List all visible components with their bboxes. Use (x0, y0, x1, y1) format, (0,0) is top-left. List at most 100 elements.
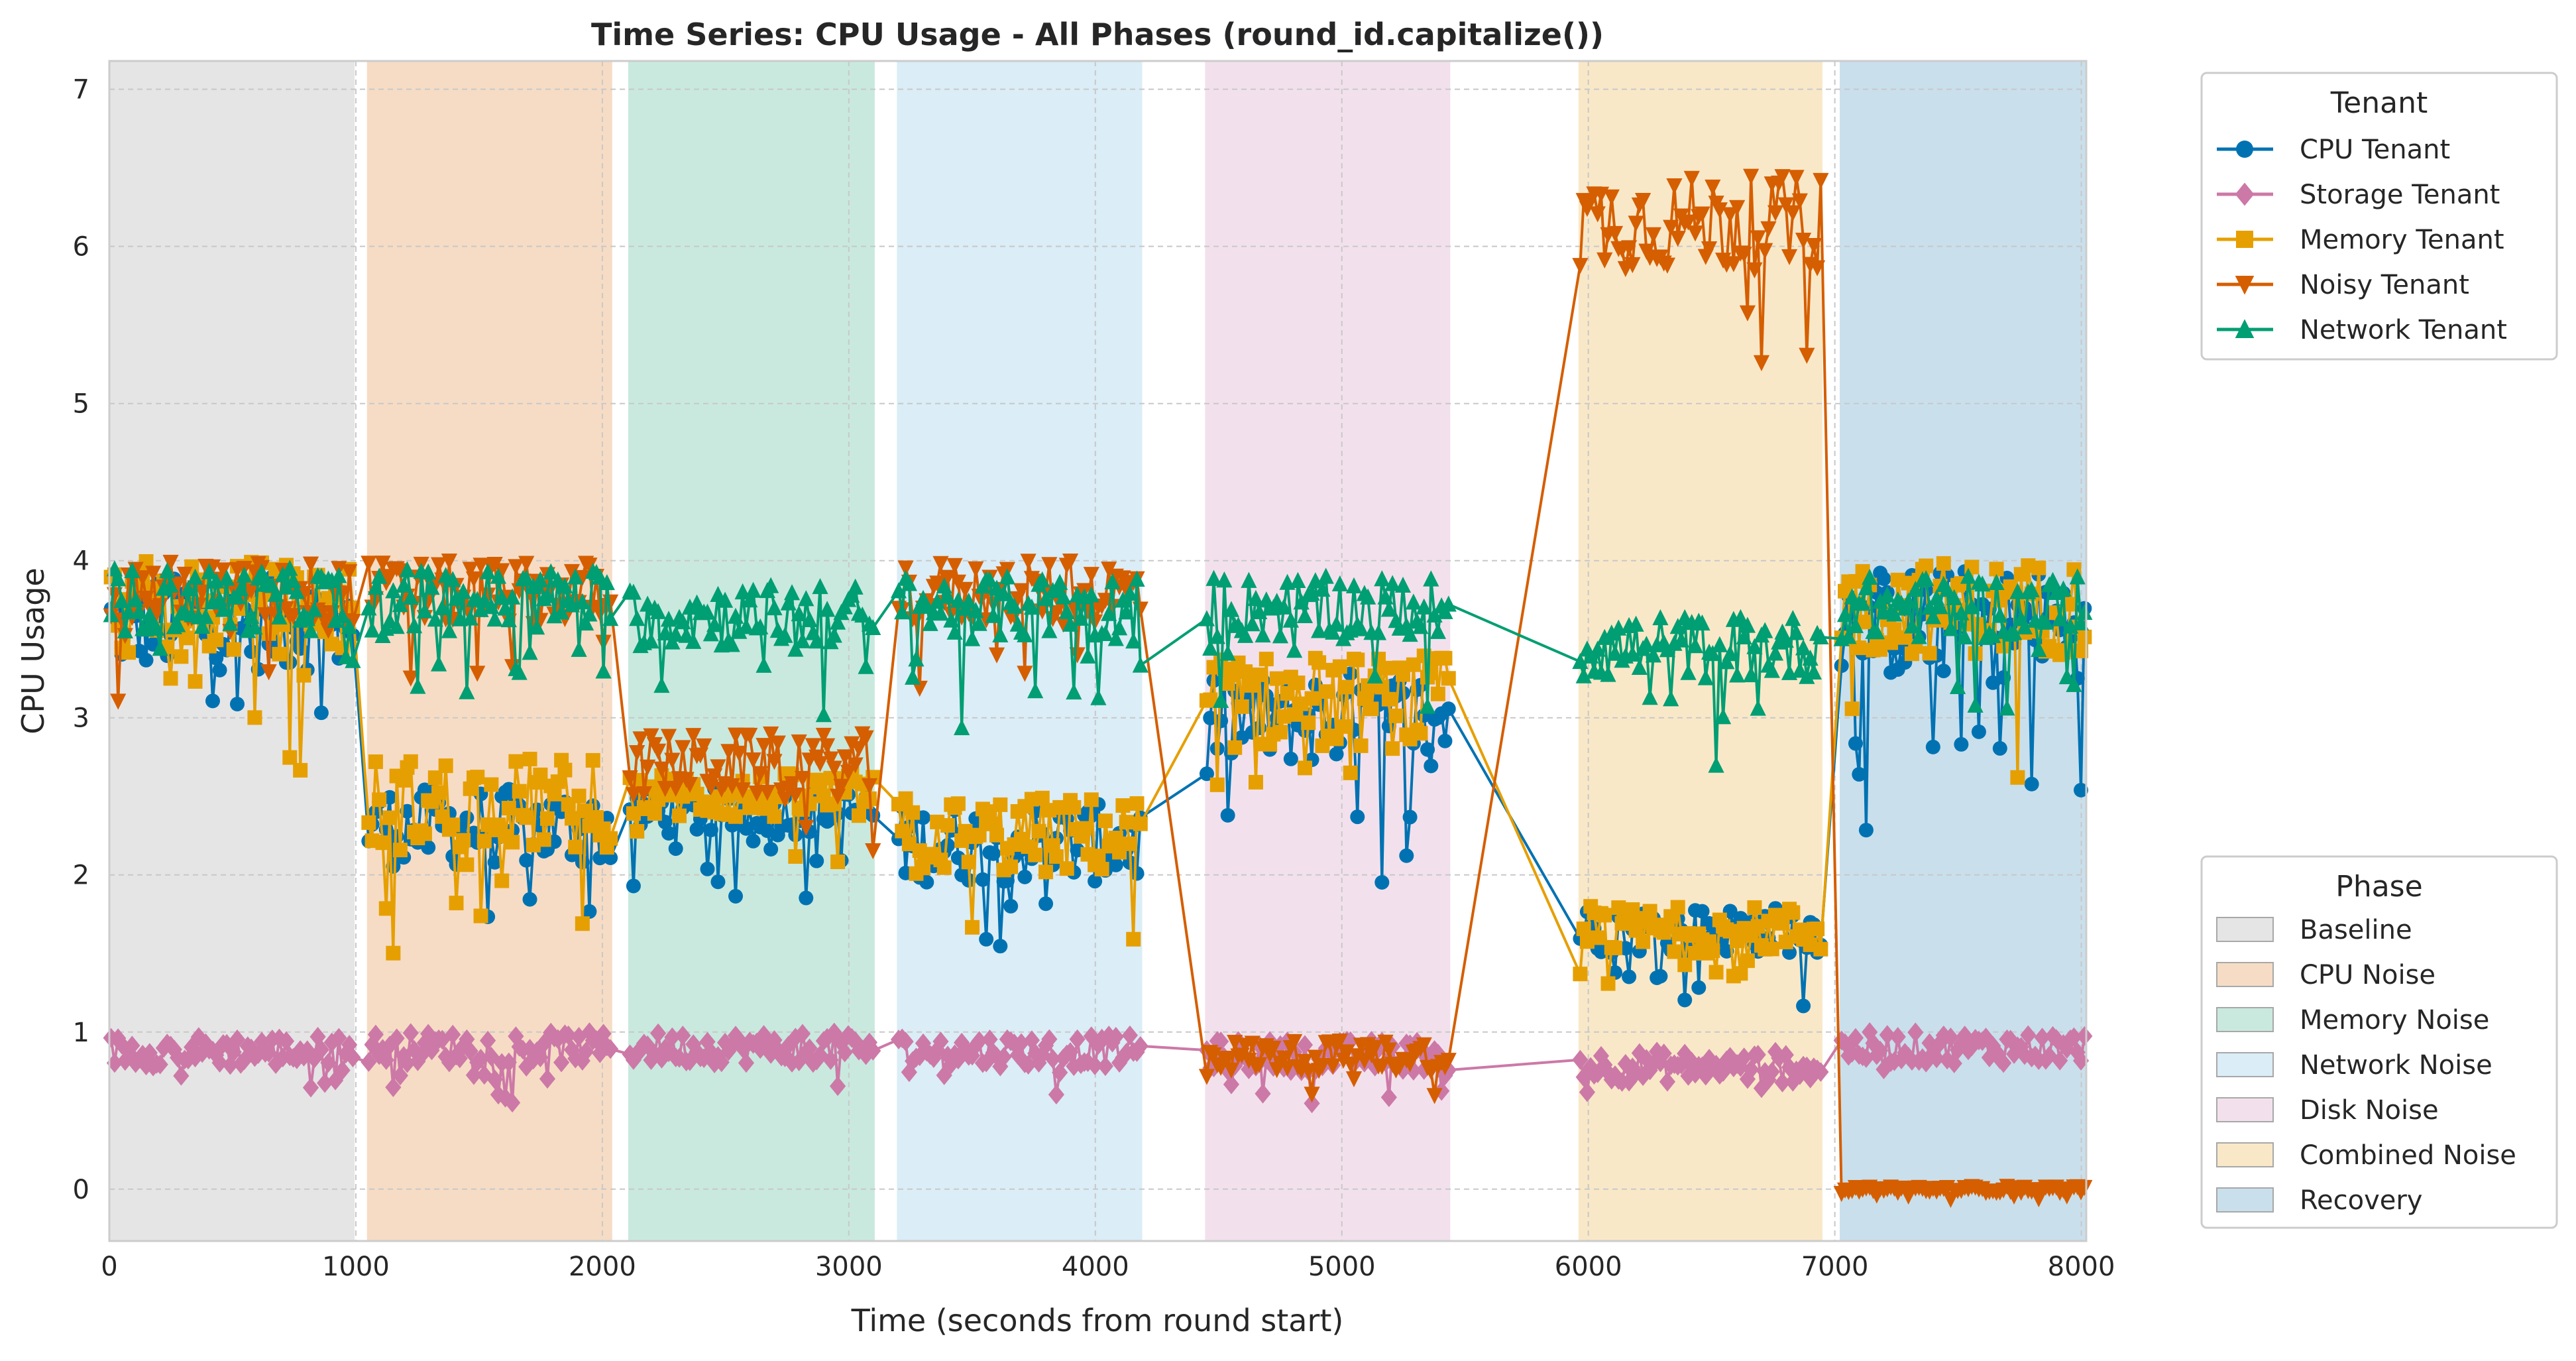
data-point (798, 819, 814, 836)
data-point (964, 630, 981, 646)
data-point (473, 908, 488, 923)
data-point (1708, 756, 1724, 773)
data-point (992, 1056, 1009, 1077)
data-point (1597, 908, 1612, 923)
data-point (1339, 680, 1355, 695)
data-point (187, 568, 203, 585)
data-point (1767, 205, 1784, 221)
data-point (1813, 628, 1829, 644)
data-point (1953, 1034, 1970, 1054)
data-point (1655, 1043, 1672, 1063)
data-point (1017, 666, 1033, 682)
data-point (302, 556, 319, 573)
data-point (1209, 777, 1225, 792)
data-point (512, 784, 527, 799)
data-point (585, 752, 600, 768)
data-point (1269, 671, 1284, 686)
data-point (1879, 1025, 1895, 1045)
data-point (278, 1031, 295, 1051)
data-point (746, 833, 761, 849)
data-point (1252, 667, 1267, 682)
data-point (331, 1028, 347, 1048)
data-point (1385, 741, 1400, 756)
data-point (299, 610, 315, 626)
y-tick-label: 6 (73, 232, 89, 263)
data-point (1374, 680, 1390, 695)
data-point (539, 1069, 556, 1089)
data-point (2072, 1051, 2090, 1071)
data-point (1072, 609, 1090, 626)
data-point (650, 1023, 667, 1043)
data-point (410, 678, 426, 694)
data-point (1590, 930, 1605, 945)
data-point (1942, 620, 1959, 636)
data-point (681, 776, 699, 794)
data-point (1645, 646, 1661, 663)
data-point (120, 603, 137, 620)
data-point (1879, 586, 1895, 603)
legend-marker (2235, 276, 2255, 295)
data-point (865, 1041, 881, 1061)
data-point (1788, 170, 1805, 186)
data-point (1041, 1029, 1058, 1049)
data-point (1705, 943, 1720, 959)
data-point (1031, 823, 1046, 839)
data-point (271, 608, 288, 624)
data-point (1989, 562, 2004, 577)
data-point (1199, 766, 1214, 782)
data-point (1954, 737, 1969, 752)
data-point (1603, 624, 1620, 641)
data-point (313, 1039, 329, 1060)
data-point (1911, 628, 1927, 644)
data-point (1903, 617, 1921, 634)
data-point (632, 731, 649, 748)
data-point (462, 1041, 478, 1061)
data-point (1370, 624, 1387, 640)
data-point (1301, 715, 1316, 731)
data-point (1635, 192, 1652, 209)
data-point (844, 736, 860, 752)
data-point (1701, 241, 1718, 258)
data-point (1038, 864, 1054, 880)
data-point (1653, 969, 1668, 984)
data-point (592, 605, 608, 622)
data-point (423, 579, 440, 595)
data-point (1836, 606, 1854, 622)
data-point (858, 658, 874, 674)
legend-marker (2236, 231, 2253, 248)
data-point (1279, 1060, 1296, 1077)
data-point (413, 1045, 429, 1066)
data-point (1296, 1053, 1314, 1070)
data-point (939, 587, 956, 604)
data-point (501, 801, 516, 816)
data-point (1795, 639, 1812, 656)
data-point (392, 1065, 409, 1086)
data-point (522, 1039, 538, 1059)
data-point (1353, 620, 1369, 636)
data-point (1223, 668, 1239, 683)
data-point (847, 757, 864, 774)
data-point (211, 1053, 228, 1073)
data-point (1922, 646, 1937, 661)
data-point (1747, 900, 1762, 916)
data-point (1223, 1074, 1240, 1095)
data-point (602, 610, 619, 626)
data-point (1216, 571, 1233, 588)
data-point (1304, 1087, 1320, 1103)
data-point (696, 738, 712, 755)
data-point (710, 874, 726, 890)
data-point (1847, 1028, 1864, 1048)
data-point (1939, 581, 1956, 597)
data-point (1953, 604, 1970, 621)
data-point (1781, 1057, 1798, 1077)
data-point (1805, 663, 1822, 680)
data-point (1077, 821, 1092, 836)
data-point (247, 710, 262, 725)
data-point (504, 1093, 521, 1113)
data-point (989, 827, 1005, 843)
data-point (1743, 168, 1760, 185)
data-point (1023, 599, 1040, 615)
data-point (1097, 624, 1114, 641)
data-point (1858, 579, 1875, 595)
data-point (396, 772, 412, 788)
